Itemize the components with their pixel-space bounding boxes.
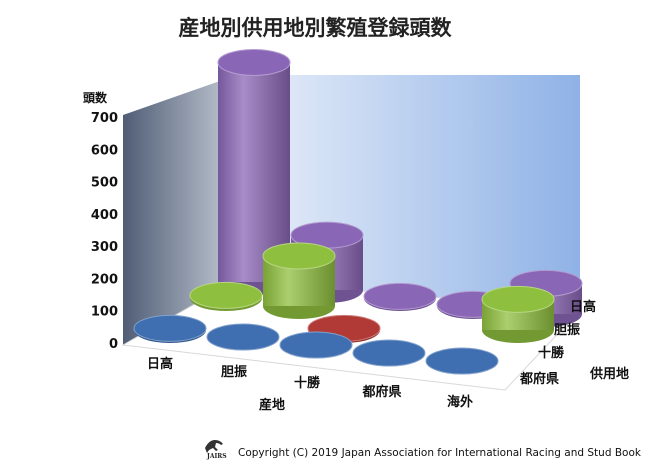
cylinders [133, 48, 583, 375]
z-category-label-2: 胆振 [554, 322, 580, 338]
y-tick-label-2: 200 [91, 272, 118, 287]
z-axis-categories: 都府県 十勝 胆振 日高 [519, 299, 596, 387]
y-tick-label-7: 700 [91, 111, 118, 126]
y-tick-label-6: 600 [91, 143, 118, 158]
cylinder-0-4 [425, 347, 499, 375]
copyright-text: Copyright (C) 2019 Japan Association for… [238, 447, 642, 459]
cylinder-0-3 [352, 339, 426, 367]
cylinder-0-2 [279, 331, 353, 359]
x-category-label-2: 十勝 [294, 375, 321, 391]
z-category-label-3: 日高 [570, 299, 596, 315]
x-category-label-0: 日高 [147, 356, 173, 372]
x-axis-label: 産地 [259, 397, 285, 413]
cylinder-2-4 [481, 285, 555, 343]
y-tick-label-1: 100 [91, 305, 118, 320]
z-axis-label: 供用地 [589, 366, 629, 382]
z-category-label-1: 十勝 [538, 345, 565, 361]
cylinder-2-1 [262, 242, 336, 319]
cylinder-2-0 [189, 281, 263, 311]
chart-title: 産地別供用地別繁殖登録頭数 [179, 16, 453, 40]
x-category-label-4: 海外 [447, 394, 473, 410]
cylinder-0-1 [206, 323, 280, 351]
cylinder-3-2 [363, 282, 437, 311]
y-axis-label: 頭数 [83, 90, 108, 105]
y-tick-label-4: 400 [91, 208, 118, 223]
z-category-label-0: 都府県 [519, 371, 559, 387]
x-category-label-3: 都府県 [361, 384, 401, 400]
x-category-label-1: 胆振 [221, 364, 247, 380]
chart-side-wall [123, 75, 237, 345]
logo-text: JAIRS [206, 453, 227, 460]
cylinder-0-0 [133, 314, 207, 343]
y-tick-label-3: 300 [91, 240, 118, 255]
y-tick-label-0: 0 [109, 337, 118, 352]
y-tick-label-5: 500 [91, 176, 118, 191]
jairs-logo: JAIRS [205, 440, 227, 460]
y-axis-ticks: 0 100 200 300 400 500 600 700 [91, 111, 118, 352]
